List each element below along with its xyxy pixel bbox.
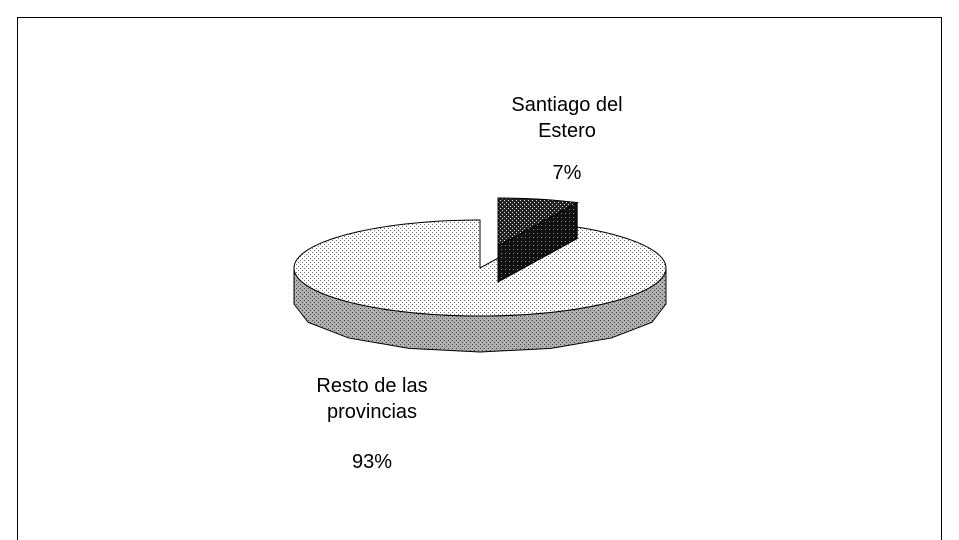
slice-label: Resto de las provincias: [316, 375, 428, 423]
slice-value-label: 93%: [351, 451, 393, 473]
pie-slice: [293, 219, 667, 317]
pie-slice: [497, 197, 579, 247]
chart-frame: [17, 17, 942, 540]
slice-value-label: 7%: [552, 162, 582, 184]
slice-label: Santiago del Estero: [511, 94, 623, 142]
